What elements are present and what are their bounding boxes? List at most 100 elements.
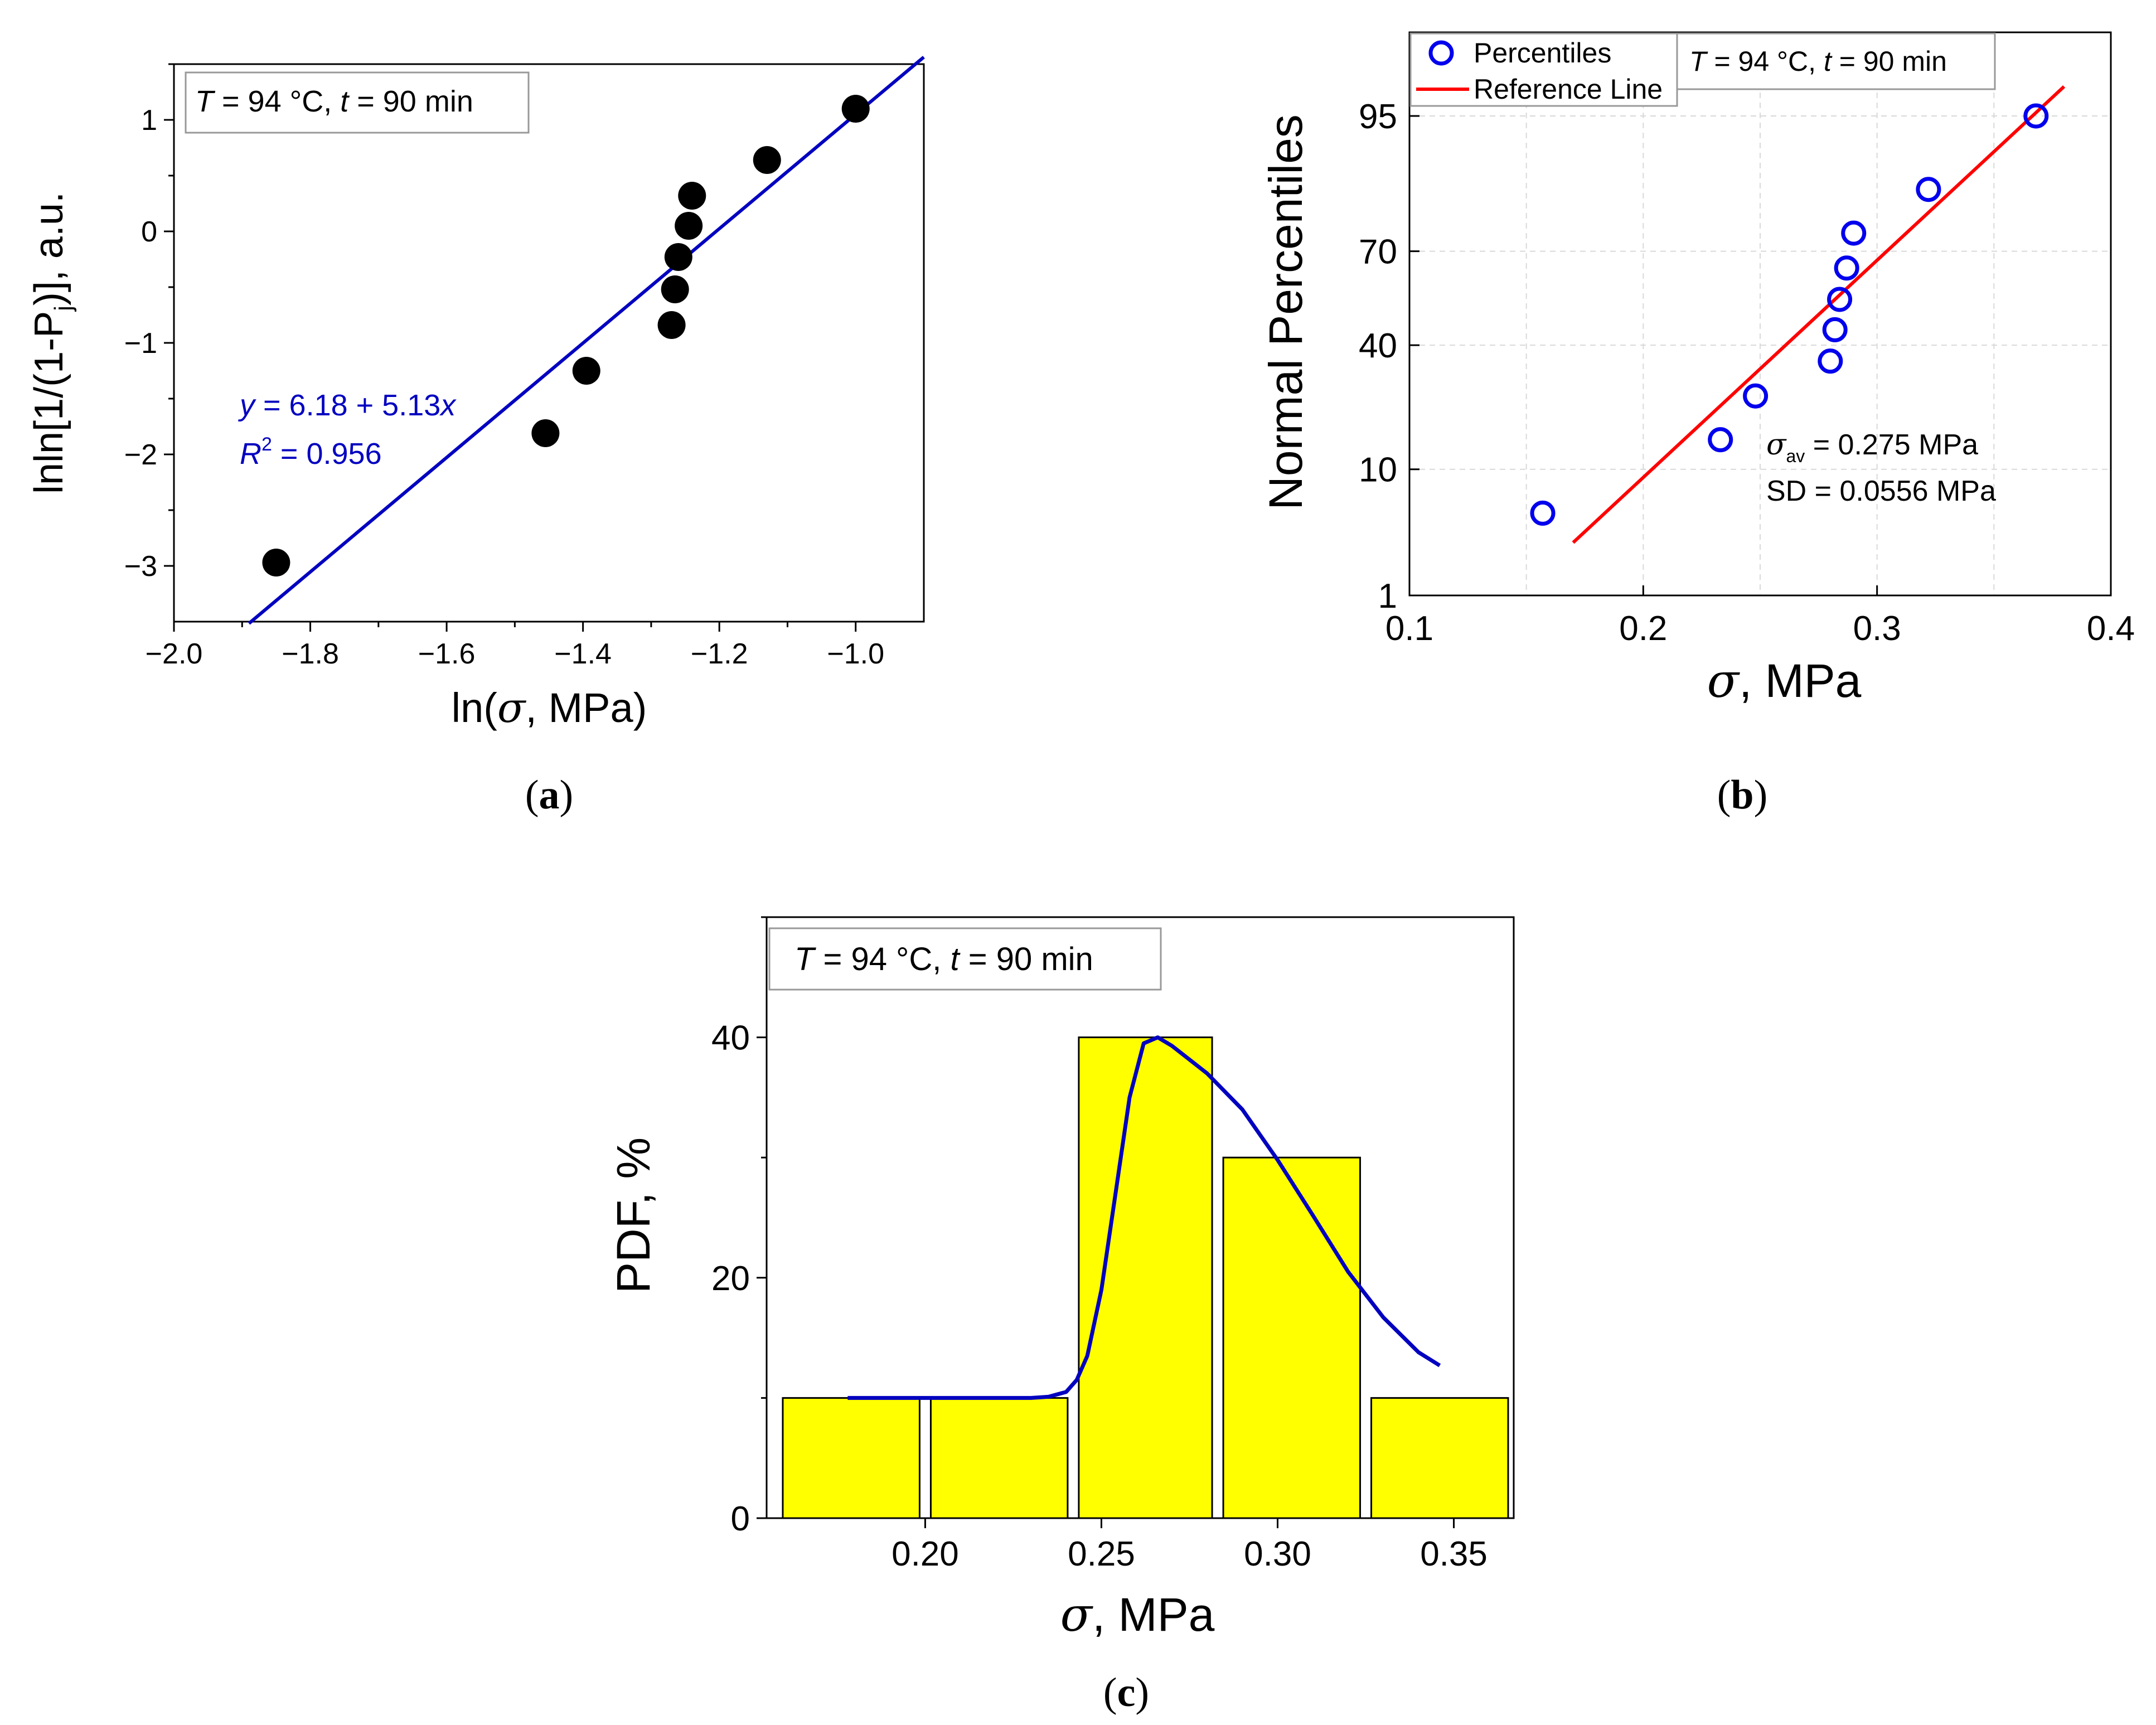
c-x-tick-label-3: 0.35: [1420, 1535, 1488, 1573]
b-caption-letter: b: [1731, 772, 1753, 818]
a-data-point-8: [753, 146, 781, 174]
panel-c: 0.20 0.25 0.30 0.35 0 20 40 T = 94 °C, t = 90…: [607, 916, 1515, 1716]
a-ylabel-main: lnln[1/(1-P: [27, 311, 71, 494]
c-x-ticks: 0.20 0.25 0.30 0.35: [892, 1518, 1488, 1573]
a-fit-r-sup: 2: [261, 434, 272, 455]
a-xlabel-sym: σ: [497, 684, 527, 732]
c-annotation-end: = 90 min: [960, 941, 1093, 977]
c-annotation-text: T = 94 °C, t = 90 min: [794, 941, 1093, 977]
a-annotation-box: [185, 71, 530, 134]
a-fit-r2: R2 = 0.956: [240, 434, 382, 471]
b-stat-avg-sub: av: [1786, 446, 1805, 466]
b-annotation-t: t: [1824, 46, 1833, 77]
b-data-point-5: [1827, 287, 1853, 312]
a-xlabel-post: , MPa): [525, 685, 647, 731]
b-annotation-text: T = 94 °C, t = 90 min: [1689, 46, 1947, 77]
a-data-points: [262, 95, 870, 576]
c-annotation-t: t: [950, 941, 961, 977]
a-annotation-T: T: [195, 85, 216, 118]
b-data-point-6: [1834, 255, 1859, 281]
b-x-tick-label-2: 0.3: [1853, 609, 1901, 648]
c-y-axis-label: PDF, %: [607, 1137, 660, 1293]
a-y-tick-label-0: −3: [124, 550, 157, 583]
a-y-tick-label-2: −1: [124, 327, 157, 360]
b-data-point-4: [1822, 317, 1848, 342]
b-y-tick-label-1: 10: [1359, 451, 1397, 490]
b-stat-average: σav = 0.275 MPa: [1766, 428, 1978, 466]
b-x-tick-label-1: 0.2: [1619, 609, 1667, 648]
c-plot-frame: [765, 916, 1515, 1519]
a-caption: (a): [525, 772, 573, 818]
a-data-point-7: [678, 182, 706, 210]
b-y-axis-label: Normal Percentiles: [1259, 114, 1312, 510]
c-bar-1: [929, 1397, 1069, 1519]
a-fit-eq-x: x: [439, 389, 457, 422]
a-fit-r-value: = 0.956: [272, 437, 382, 471]
a-fit-line-group: [248, 56, 925, 625]
c-caption-letter: c: [1117, 1670, 1136, 1716]
c-bar-0: [782, 1397, 920, 1519]
a-fit-equation: y = 6.18 + 5.13x: [238, 389, 457, 422]
b-legend-label-percentiles: Percentiles: [1474, 37, 1611, 69]
a-annotation-end: = 90 min: [348, 85, 473, 118]
c-x-tick-label-2: 0.30: [1244, 1535, 1311, 1573]
c-y-tick-label-0: 0: [731, 1500, 750, 1538]
b-legend-label-reference: Reference Line: [1474, 74, 1663, 105]
a-data-point-3: [657, 311, 686, 339]
b-plot-frame: [1408, 31, 2112, 597]
panel-b: 0.1 0.2 0.3 0.4 1 10 40 70 95 Percentiles Refer…: [1259, 31, 2135, 818]
b-grid: [1409, 32, 2111, 595]
b-data-point-1: [1708, 427, 1733, 453]
a-annotation-rest: = 94 °C,: [214, 85, 340, 118]
b-data-point-0: [1530, 500, 1556, 526]
b-caption: (b): [1717, 772, 1767, 818]
a-data-point-5: [664, 243, 692, 271]
a-data-point-2: [572, 357, 600, 385]
a-x-tick-label-1: −1.8: [282, 638, 339, 670]
b-annotation-rest: = 94 °C,: [1707, 46, 1824, 77]
a-xlabel-pre: ln(: [452, 685, 498, 731]
a-x-ticks: −2.0 −1.8 −1.6 −1.4 −1.2 −1.0: [146, 622, 884, 670]
c-xlabel-sym: σ: [1060, 1587, 1094, 1642]
b-data-point-8: [1916, 177, 1941, 202]
a-y-tick-label-3: 0: [141, 216, 157, 248]
a-data-point-4: [661, 275, 689, 303]
c-y-tick-label-2: 40: [711, 1019, 750, 1058]
a-annotation-t: t: [340, 85, 350, 118]
b-y-tick-label-4: 95: [1359, 98, 1397, 136]
b-xlabel-sym: σ: [1707, 653, 1741, 708]
b-data-point-7: [1841, 220, 1867, 246]
a-data-point-9: [841, 95, 870, 123]
a-fit-eq-rest: = 6.18 + 5.13: [255, 389, 440, 422]
c-xlabel-post: , MPa: [1092, 1588, 1215, 1641]
a-annotation-text: T = 94 °C, t = 90 min: [195, 85, 473, 118]
a-fit-eq-y: y: [238, 389, 256, 422]
a-x-tick-label-2: −1.6: [418, 638, 476, 670]
a-data-point-6: [675, 212, 703, 240]
a-y-ticks: −3 −2 −1 0 1: [124, 63, 174, 583]
a-fit-r-letter: R: [240, 437, 261, 471]
b-annotation-T: T: [1689, 46, 1708, 77]
a-ylabel-end: )], a.u.: [27, 192, 71, 306]
b-annotation-end: = 90 min: [1832, 46, 1947, 77]
c-x-tick-label-1: 0.25: [1068, 1535, 1135, 1573]
c-y-tick-label-1: 20: [711, 1259, 750, 1298]
b-x-axis-label: σ, MPa: [1707, 653, 1862, 708]
b-y-tick-label-3: 70: [1359, 233, 1397, 272]
b-y-tick-label-0: 1: [1378, 577, 1397, 616]
c-density-curve-group: [847, 1035, 1441, 1400]
c-bar-4: [1370, 1397, 1509, 1519]
a-data-point-1: [531, 419, 560, 447]
c-x-axis-label: σ, MPa: [1060, 1587, 1215, 1642]
a-caption-letter: a: [539, 772, 560, 818]
b-reference-line-group: [1572, 85, 2066, 544]
c-annotation-box: [768, 927, 1162, 991]
b-data-point-2: [1743, 383, 1769, 409]
a-fit-line: [248, 56, 925, 625]
b-x-tick-label-0: 0.1: [1385, 609, 1433, 648]
a-y-axis-label: lnln[1/(1-Pj)], a.u.: [27, 192, 77, 494]
b-reference-line: [1572, 85, 2066, 544]
c-annotation-rest: = 94 °C,: [814, 941, 950, 977]
c-density-curve: [847, 1035, 1441, 1400]
panel-a: −2.0 −1.8 −1.6 −1.4 −1.2 −1.0 −3 −2 −1 0 1 T = 94…: [27, 56, 925, 818]
